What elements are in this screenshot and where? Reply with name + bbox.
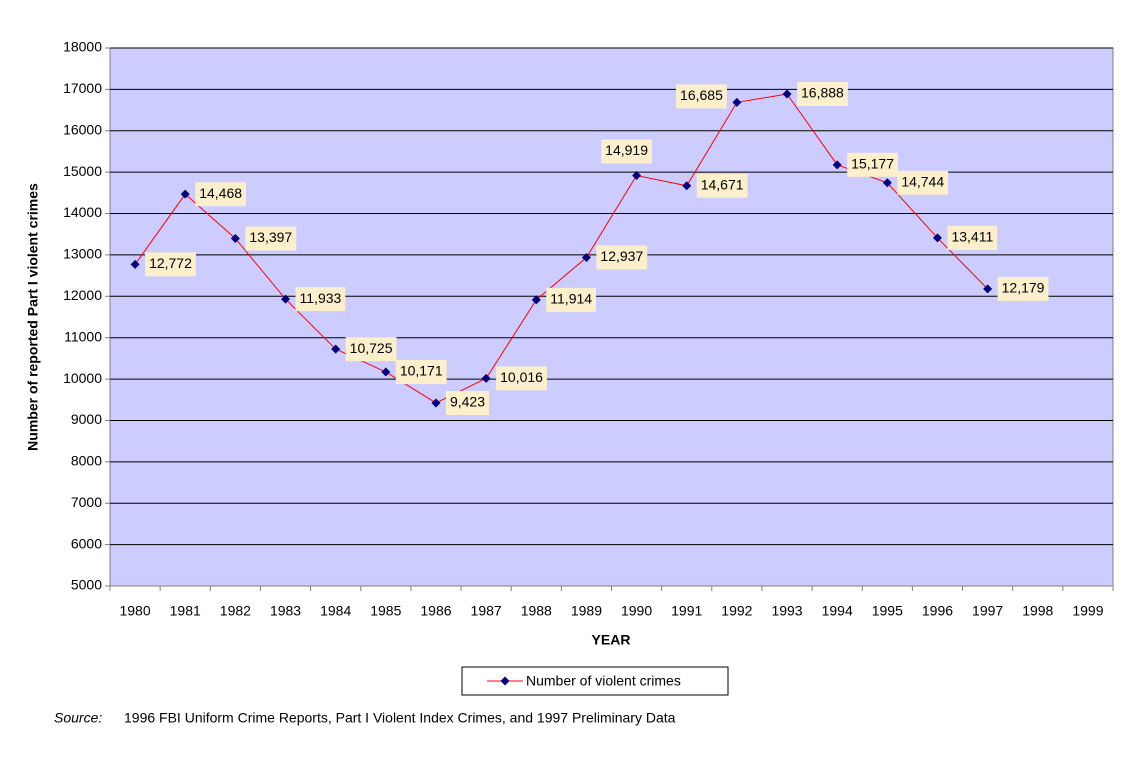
- plot-area: [109, 47, 1114, 587]
- data-label: 10,725: [350, 340, 393, 356]
- y-axis-label: Number of reported Part I violent crimes: [25, 183, 41, 451]
- legend-label: Number of violent crimes: [526, 673, 681, 689]
- y-tick-label: 13000: [63, 246, 102, 262]
- data-label-box: [546, 287, 597, 312]
- data-label: 13,397: [249, 229, 292, 245]
- x-tick-label: 1999: [1072, 603, 1103, 619]
- x-axis-label: YEAR: [592, 632, 631, 648]
- data-label-box: [596, 245, 648, 270]
- data-marker: [180, 189, 190, 199]
- data-marker: [281, 294, 291, 304]
- data-label: 9,423: [450, 394, 485, 410]
- data-label-box: [245, 226, 297, 251]
- data-label: 12,179: [1002, 280, 1045, 296]
- x-tick-label: 1982: [220, 603, 251, 619]
- data-label: 12,937: [600, 248, 643, 264]
- data-marker: [230, 233, 240, 243]
- data-label-box: [997, 276, 1049, 301]
- x-tick-label: 1987: [471, 603, 502, 619]
- data-label-box: [947, 225, 998, 250]
- data-label-box: [345, 337, 397, 362]
- data-marker: [932, 233, 942, 243]
- data-marker: [782, 89, 792, 99]
- data-label: 12,772: [149, 255, 192, 271]
- x-tick-label: 1981: [170, 603, 201, 619]
- data-marker: [732, 97, 742, 107]
- y-tick-label: 6000: [71, 535, 102, 551]
- y-tick-label: 16000: [63, 121, 102, 137]
- source: 1996 FBI Uniform Crime Reports, Part I V…: [124, 710, 676, 726]
- data-marker: [130, 259, 140, 269]
- data-label: 13,411: [951, 229, 993, 245]
- y-tick-label: 14000: [63, 204, 102, 220]
- x-tick-label: 1991: [671, 603, 702, 619]
- x-tick-label: 1995: [872, 603, 903, 619]
- x-tick-label: 1985: [370, 603, 401, 619]
- data-label: 10,171: [400, 363, 443, 379]
- x-tick-label: 1992: [721, 603, 752, 619]
- data-label: 14,468: [199, 185, 242, 201]
- y-tick-label: 11000: [64, 328, 102, 344]
- x-tick-label: 1980: [119, 603, 150, 619]
- data-label-box: [145, 252, 196, 277]
- data-label-box: [696, 173, 748, 198]
- data-marker: [481, 373, 491, 383]
- data-marker: [531, 295, 541, 305]
- data-line: [134, 93, 988, 404]
- data-label: 15,177: [851, 156, 894, 172]
- x-tick-label: 1983: [270, 603, 301, 619]
- data-marker: [431, 398, 441, 408]
- data-marker: [381, 367, 391, 377]
- x-tick-label: 1998: [1022, 603, 1053, 619]
- x-tick-label: 1994: [822, 603, 853, 619]
- x-tick-label: 1996: [922, 603, 953, 619]
- data-label-box: [847, 152, 899, 177]
- data-label-box: [601, 139, 652, 164]
- data-marker: [832, 160, 842, 170]
- data-marker: [882, 178, 892, 188]
- data-label-box: [797, 82, 848, 107]
- data-label: 11,933: [300, 290, 342, 306]
- x-tick-label: 1990: [621, 603, 652, 619]
- source-label: Source:: [54, 710, 102, 726]
- data-label: 10,016: [500, 369, 543, 385]
- x-tick-label: 1997: [972, 603, 1003, 619]
- legend-marker: [500, 676, 510, 686]
- data-label: 11,914: [550, 291, 592, 307]
- y-tick-label: 8000: [71, 453, 102, 469]
- data-label-box: [496, 366, 547, 391]
- y-tick-label: 9000: [71, 411, 102, 427]
- data-marker: [983, 284, 993, 294]
- y-tick-label: 18000: [63, 39, 102, 55]
- data-marker: [331, 344, 341, 354]
- data-marker: [581, 253, 591, 263]
- data-label: 14,919: [605, 142, 648, 158]
- y-tick-label: 12000: [63, 287, 102, 303]
- data-label: 14,671: [701, 176, 744, 192]
- y-tick-label: 10000: [63, 370, 102, 386]
- data-label-box: [676, 84, 727, 109]
- data-label-box: [195, 182, 247, 207]
- data-label: 16,888: [801, 85, 844, 101]
- x-tick-label: 1993: [771, 603, 802, 619]
- data-label-box: [295, 287, 346, 312]
- y-tick-label: 17000: [63, 80, 102, 96]
- y-tick-label: 5000: [71, 577, 102, 593]
- data-label-box: [445, 390, 490, 415]
- data-label-box: [395, 360, 447, 385]
- data-label-box: [897, 170, 949, 195]
- y-tick-label: 7000: [71, 494, 102, 510]
- x-tick-label: 1989: [571, 603, 602, 619]
- y-tick-label: 15000: [63, 163, 102, 179]
- x-tick-label: 1984: [320, 603, 351, 619]
- data-label: 14,744: [901, 173, 944, 189]
- data-marker: [682, 181, 692, 191]
- x-tick-label: 1988: [521, 603, 552, 619]
- data-marker: [632, 171, 642, 181]
- data-label: 16,685: [680, 87, 723, 103]
- x-tick-label: 1986: [420, 603, 451, 619]
